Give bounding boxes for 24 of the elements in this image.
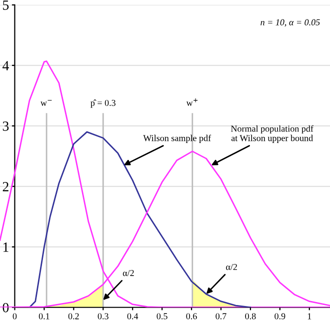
x-tick-label: 0.6	[186, 313, 197, 320]
y-tick-label: 2	[2, 182, 8, 192]
y-tick-label: 3	[2, 122, 9, 131]
ref-line-label: w$^{−}$	[40, 100, 52, 106]
x-tick-label: 0	[12, 313, 17, 320]
annotation: n = 10, α = 0.05	[260, 19, 320, 27]
x-tick-label: 0.9	[274, 313, 286, 320]
x-tick-label: 0.4	[127, 313, 138, 320]
x-tick-label: 0.1	[38, 313, 50, 320]
y-tick-label: 4	[2, 61, 9, 70]
x-tick-label: 0.3	[98, 313, 108, 320]
ref-line-label: p̂ = 0.3	[90, 100, 116, 108]
x-tick-label: 1	[308, 313, 312, 320]
annotation: Wilson sample pdf	[143, 134, 212, 143]
ref-line-label: w$^{+}$	[186, 98, 198, 106]
x-tick-label: 0.7	[216, 313, 226, 320]
annotation: α/2	[226, 264, 237, 270]
x-tick-label: 0.2	[68, 313, 79, 320]
x-tick-label: 0.5	[156, 313, 168, 320]
y-tick-label: 1	[3, 242, 8, 252]
annotation: Normal population pdf at Wilson upper bound	[230, 125, 314, 143]
y-tick-label: 5	[3, 0, 9, 10]
annotation: α/2	[122, 270, 134, 276]
x-tick-label: 0.8	[245, 313, 256, 320]
